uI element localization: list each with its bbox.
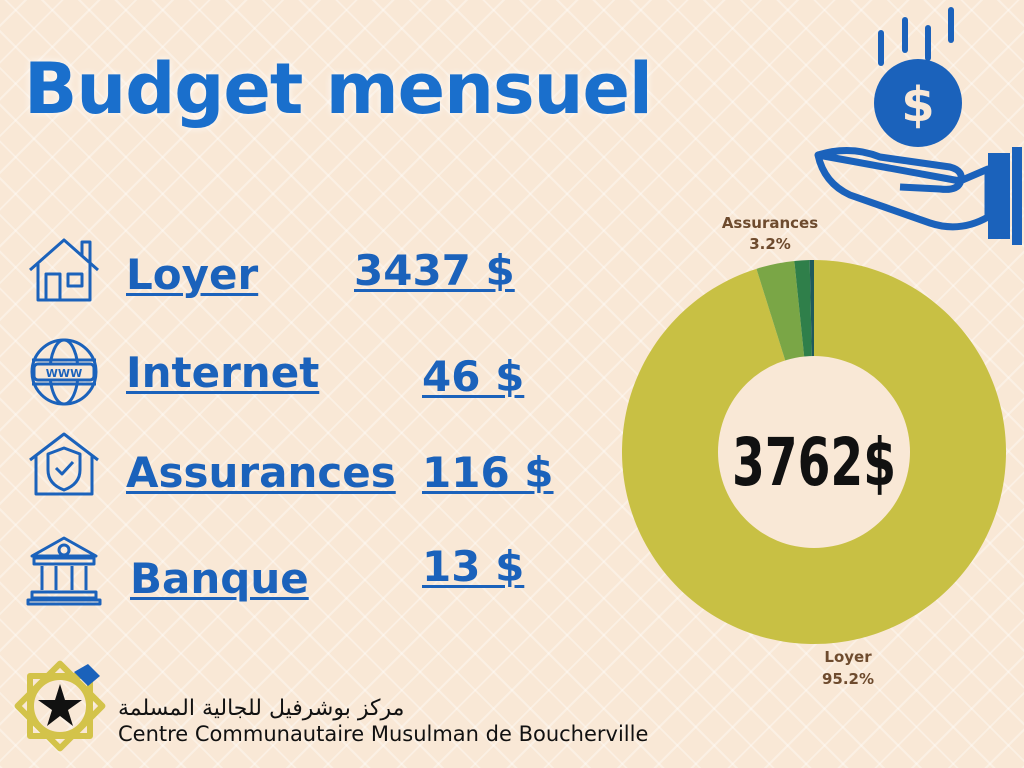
house-icon	[29, 238, 99, 302]
organization-name-arabic: مركز بوشرفيل للجالية المسلمة	[118, 696, 405, 721]
star-icon	[38, 684, 82, 726]
data-label-assurances-name: Assurances	[722, 214, 818, 232]
budget-row-banque: Banque 13 $	[0, 532, 580, 612]
organization-name-french: Centre Communautaire Musulman de Boucher…	[118, 722, 649, 746]
item-amount: 13 $	[422, 542, 525, 591]
data-label-assurances-percent: 3.2%	[749, 235, 791, 253]
globe-www-icon: WWW	[30, 338, 98, 406]
item-amount: 3437 $	[354, 246, 515, 295]
budget-row-internet: WWW Internet 46 $	[0, 336, 580, 416]
item-amount: 46 $	[422, 352, 525, 401]
svg-text:WWW: WWW	[46, 367, 82, 380]
item-label: Loyer	[126, 250, 259, 299]
donut-svg: 3762$ Assurances 3.2% Loyer 95.2%	[622, 214, 1006, 688]
money-hand-icon: $	[814, 7, 1022, 245]
item-label: Assurances	[126, 448, 396, 497]
svg-text:$: $	[901, 77, 934, 133]
item-label: Banque	[130, 554, 309, 603]
budget-donut-chart: 3762$ Assurances 3.2% Loyer 95.2%	[600, 200, 1024, 700]
data-label-loyer-percent: 95.2%	[822, 670, 874, 688]
shield-house-icon	[29, 432, 99, 496]
item-label: Internet	[126, 348, 320, 397]
organization-logo	[14, 660, 106, 752]
data-label-loyer-name: Loyer	[824, 648, 872, 666]
budget-row-assurances: Assurances 116 $	[0, 430, 580, 510]
item-amount: 116 $	[422, 448, 554, 497]
logo-accent-icon	[74, 664, 100, 686]
bank-icon	[26, 536, 102, 606]
donut-hole	[718, 356, 910, 548]
page-title: Budget mensuel	[24, 48, 653, 130]
budget-row-loyer: Loyer 3437 $	[0, 234, 580, 314]
center-total-label: 3762$	[732, 424, 896, 501]
